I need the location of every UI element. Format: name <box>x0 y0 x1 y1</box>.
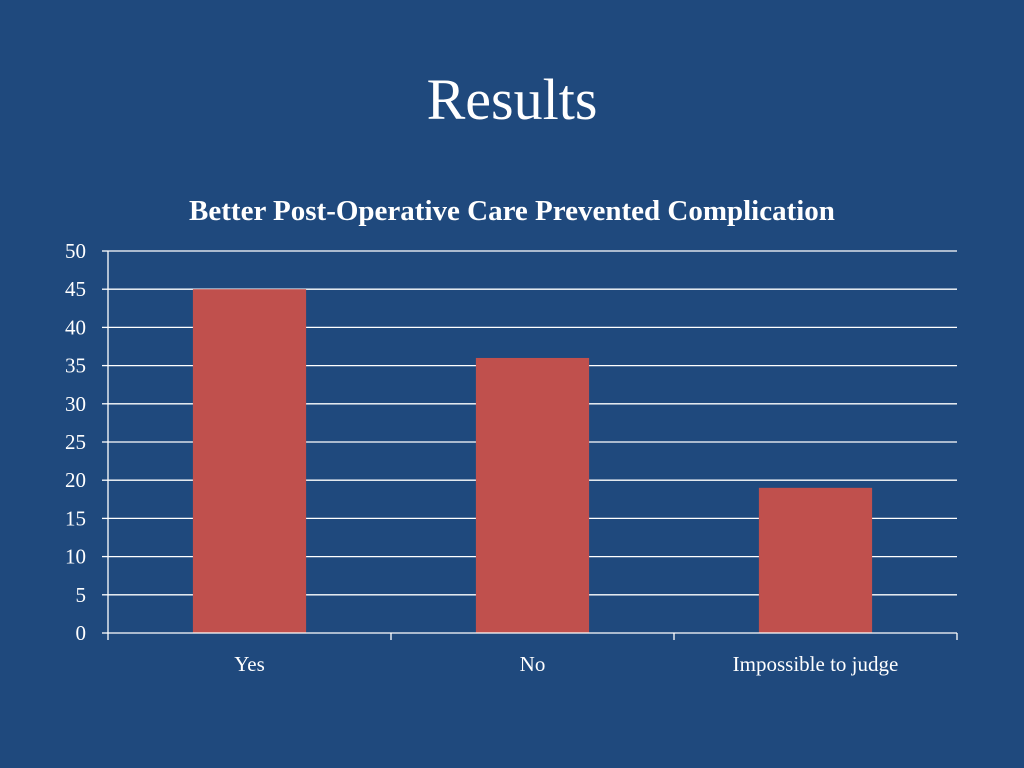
bar-no <box>475 357 590 633</box>
y-tick-label: 25 <box>65 430 86 454</box>
y-tick-label: 20 <box>65 468 86 492</box>
y-tick-label: 45 <box>65 277 86 301</box>
bar-yes <box>192 289 307 633</box>
x-tick-label: Impossible to judge <box>733 652 899 676</box>
y-tick-label: 30 <box>65 392 86 416</box>
slide-title: Results <box>426 67 598 132</box>
y-tick-label: 50 <box>65 239 86 263</box>
x-tick-label: No <box>520 652 546 676</box>
x-tick-label: Yes <box>234 652 265 676</box>
y-tick-label: 5 <box>76 583 87 607</box>
bar-impossible-to-judge <box>758 487 873 633</box>
chart-title: Better Post-Operative Care Prevented Com… <box>189 195 835 227</box>
y-tick-label: 10 <box>65 545 86 569</box>
axes: 0 5 10 15 20 25 30 35 40 45 50 Yes No Impossible to j… <box>65 239 958 676</box>
bars <box>192 289 873 633</box>
y-tick-label: 35 <box>65 354 86 378</box>
y-tick-label: 40 <box>65 315 86 339</box>
y-tick-label: 0 <box>76 621 87 645</box>
y-tick-label: 15 <box>65 506 86 530</box>
